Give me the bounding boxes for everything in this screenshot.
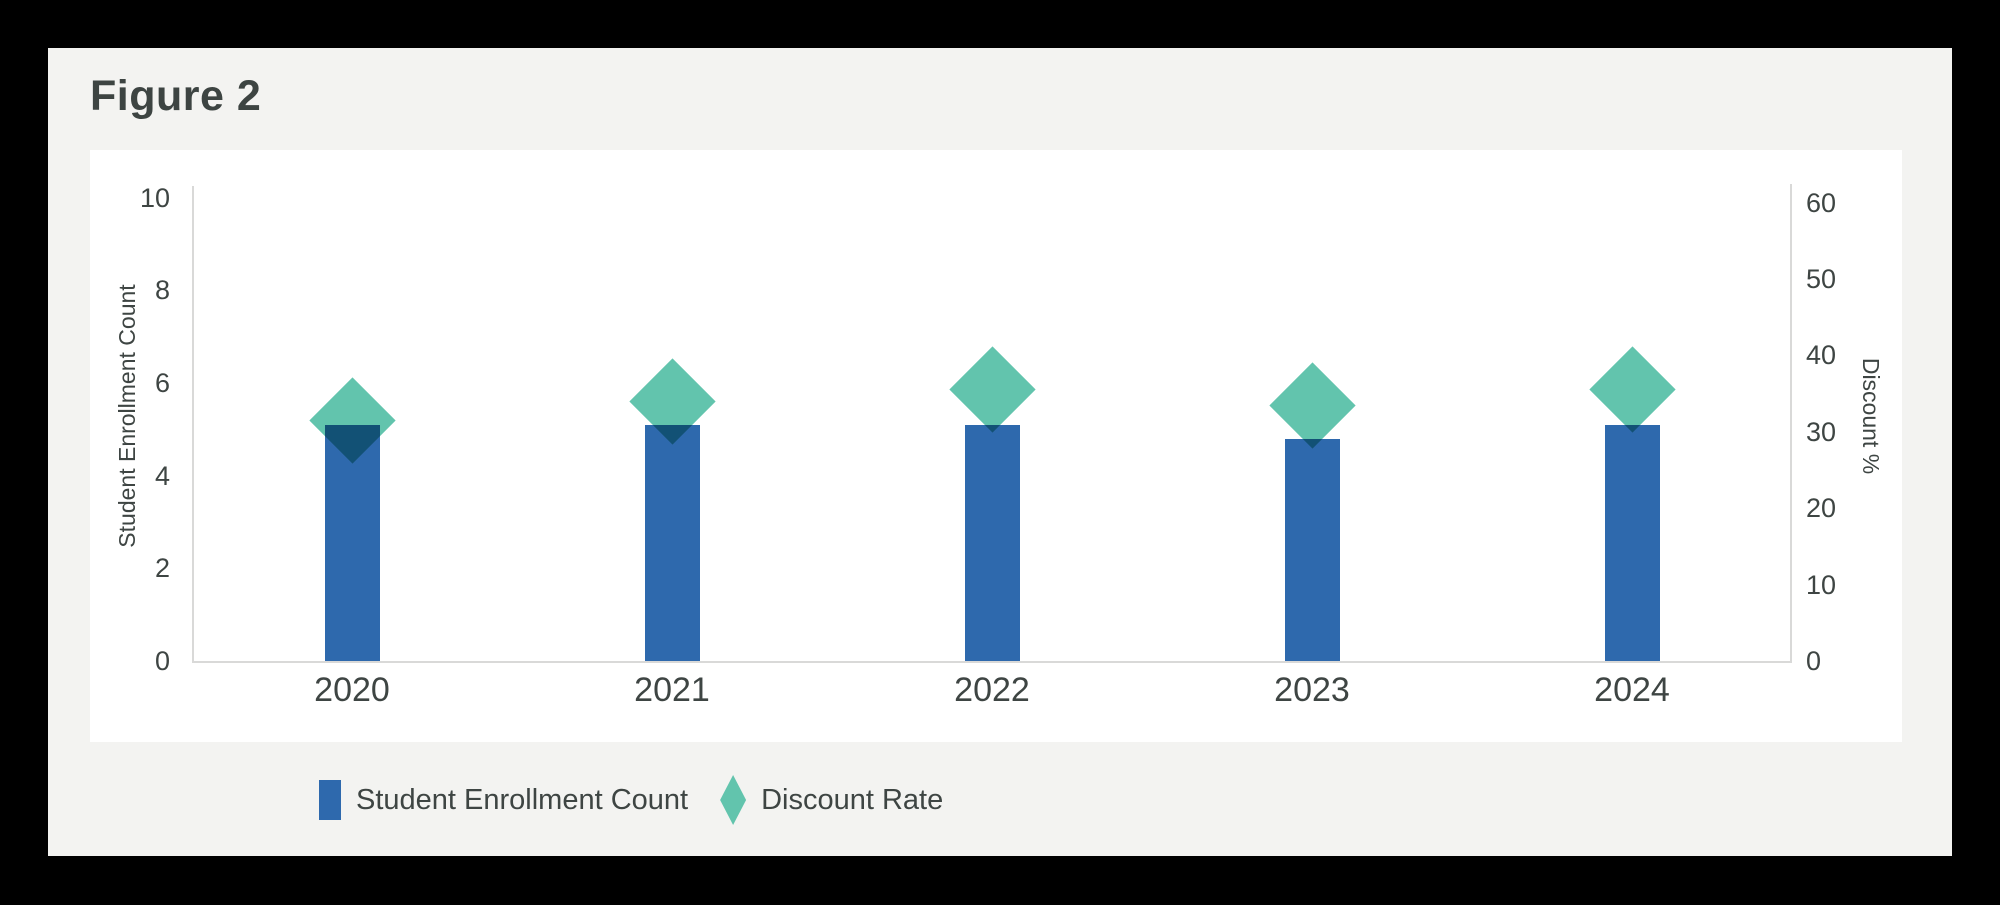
left-axis-tick-label: 2 <box>154 553 170 584</box>
enrollment-bar <box>964 424 1020 661</box>
enrollment-bar <box>324 424 380 661</box>
enrollment-bar <box>1604 424 1660 661</box>
right-axis-tick-label: 30 <box>1806 416 1837 447</box>
right-axis-tick-label: 60 <box>1806 187 1837 218</box>
right-axis-tick-label: 0 <box>1806 646 1822 676</box>
discount-diamond <box>1268 361 1356 449</box>
x-axis-category-label: 2020 <box>314 671 390 709</box>
enrollment-bar <box>1284 438 1340 661</box>
discount-diamond <box>308 377 396 464</box>
right-axis-tick-label: 50 <box>1806 264 1837 294</box>
diamond-swatch-icon <box>720 775 747 825</box>
left-axis-tick-label: 6 <box>154 367 170 398</box>
legend-item-discount: Discount Rate <box>720 775 943 825</box>
x-axis-category-label: 2024 <box>1594 671 1670 709</box>
figure-title: Figure 2 <box>90 72 262 120</box>
left-axis-tick-label: 10 <box>139 182 170 213</box>
right-axis-tick-label: 10 <box>1806 569 1837 600</box>
discount-diamond <box>948 346 1036 433</box>
legend: Student Enrollment Count Discount Rate <box>319 775 943 825</box>
left-axis-tick-label: 8 <box>154 275 170 306</box>
discount-diamond <box>1588 346 1676 433</box>
x-axis-category-label: 2022 <box>954 671 1030 709</box>
legend-item-enrollment: Student Enrollment Count <box>319 780 688 820</box>
x-axis-category-label: 2023 <box>1274 671 1350 709</box>
x-axis-category-label: 2021 <box>634 671 710 709</box>
enrollment-bar <box>644 424 700 661</box>
figure-card: Figure 2 Student Enrollment Count Discou… <box>48 48 1952 856</box>
bar-swatch-icon <box>319 780 341 820</box>
left-axis-tick-label: 4 <box>154 460 170 491</box>
left-y-axis-line <box>192 186 194 663</box>
legend-label-discount: Discount Rate <box>761 783 944 816</box>
x-axis-line <box>192 661 1792 663</box>
discount-diamond <box>628 358 716 445</box>
right-axis-tick-label: 20 <box>1806 493 1837 524</box>
left-axis-tick-label: 0 <box>154 646 170 676</box>
right-y-axis-line <box>1790 184 1792 663</box>
left-y-axis-title: Student Enrollment Count <box>114 284 140 548</box>
legend-label-enrollment: Student Enrollment Count <box>356 783 689 816</box>
right-axis-tick-label: 40 <box>1806 340 1837 371</box>
